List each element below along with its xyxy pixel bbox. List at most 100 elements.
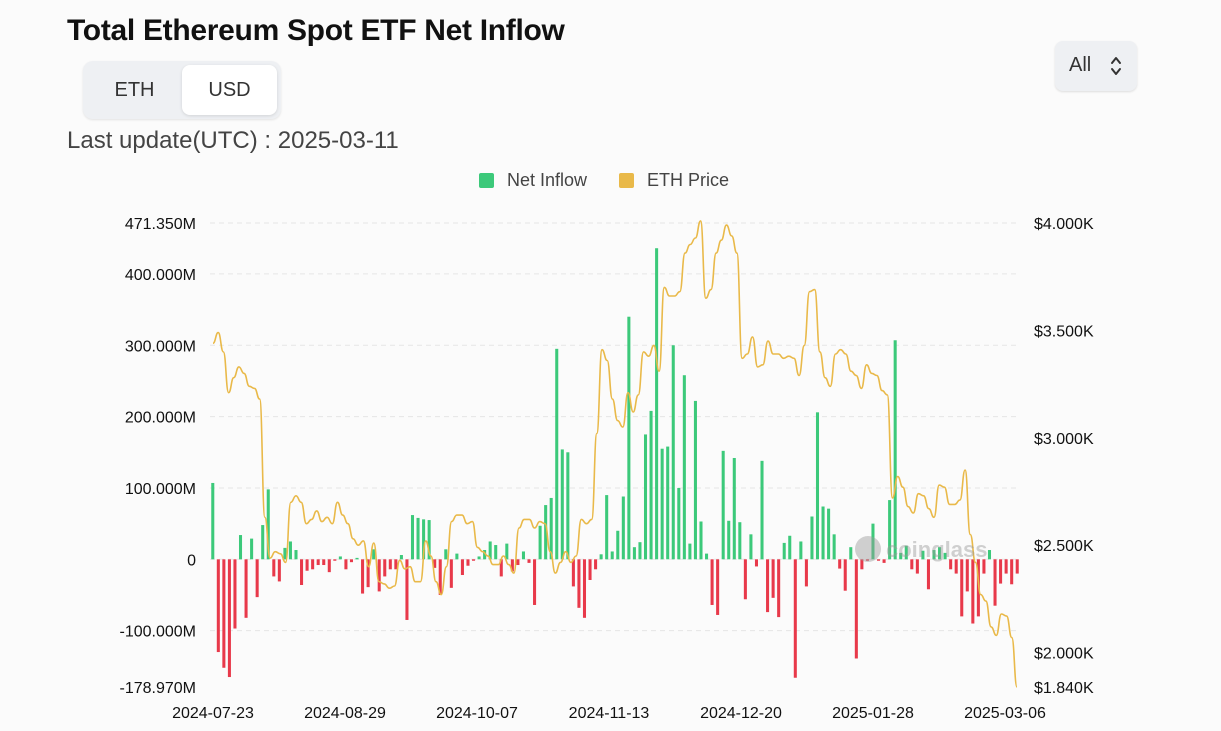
net-inflow-bar (926, 559, 930, 590)
net-inflow-bar (821, 506, 825, 560)
net-inflow-bar (921, 550, 925, 560)
net-inflow-bar (993, 559, 997, 606)
net-inflow-bar (399, 555, 403, 560)
coinglass-watermark: coinglass (855, 536, 987, 562)
net-inflow-bar (999, 559, 1003, 584)
net-inflow-bar (588, 559, 592, 580)
net-inflow-bar (261, 525, 265, 560)
net-inflow-bar (832, 534, 836, 560)
net-inflow-bar (777, 559, 781, 618)
net-inflow-bar (366, 559, 370, 588)
net-inflow-bar (766, 559, 770, 613)
y-right-tick-label: $3.500K (1034, 323, 1094, 340)
net-inflow-bar (294, 550, 298, 560)
net-inflow-bar (705, 553, 709, 560)
net-inflow-bar (915, 559, 919, 574)
net-inflow-bar (754, 559, 758, 567)
net-inflow-bar (305, 559, 309, 571)
time-range-value: All (1069, 54, 1092, 76)
net-inflow-bar (865, 559, 869, 561)
net-inflow-bar (266, 489, 270, 560)
net-inflow-bar (355, 557, 359, 560)
net-inflow-bar (699, 521, 703, 560)
net-inflow-bar (655, 248, 659, 560)
net-inflow-bar (838, 559, 842, 569)
net-inflow-bar (971, 559, 975, 624)
net-inflow-bar (860, 559, 864, 570)
net-inflow-bar (322, 559, 326, 566)
net-inflow-bar (483, 550, 487, 560)
net-inflow-bar (577, 559, 581, 608)
net-inflow-bar (660, 448, 664, 560)
net-inflow-bar (799, 541, 803, 560)
net-inflow-bar (871, 523, 875, 560)
net-inflow-bar (882, 559, 886, 563)
net-inflow-bar (793, 559, 797, 678)
net-inflow-bar (632, 547, 636, 560)
x-tick-label: 2024-12-20 (700, 705, 782, 722)
net-inflow-bar (455, 553, 459, 560)
net-inflow-bar (472, 559, 476, 561)
y-right-tick-label: $1.840K (1034, 680, 1094, 697)
y-left-tick-label: 100.000M (125, 481, 196, 498)
x-tick-label: 2024-07-23 (172, 705, 254, 722)
net-inflow-bar (727, 520, 731, 560)
net-inflow-bar (466, 559, 470, 566)
net-inflow-bar (721, 450, 725, 560)
net-inflow-bar (560, 449, 564, 560)
net-inflow-bar (449, 559, 453, 588)
y-right-tick-label: $2.000K (1034, 646, 1094, 663)
net-inflow-bar (949, 559, 953, 570)
x-tick-label: 2025-01-28 (832, 705, 914, 722)
net-inflow-bar (283, 547, 287, 560)
net-inflow-bar (383, 559, 387, 577)
net-inflow-bar (211, 482, 215, 560)
net-inflow-bar (405, 559, 409, 620)
net-inflow-bar (410, 515, 415, 560)
net-inflow-bar (521, 551, 525, 560)
net-inflow-bar (649, 410, 653, 560)
net-inflow-bar (932, 550, 936, 560)
coinglass-logo-icon (855, 536, 881, 562)
y-left-tick-label: -100.000M (120, 624, 197, 641)
time-range-select[interactable]: All (1055, 41, 1137, 91)
net-inflow-bar (488, 541, 492, 560)
net-inflow-bar (616, 530, 620, 560)
net-inflow-bar (544, 505, 548, 560)
net-inflow-bar (416, 517, 420, 560)
net-inflow-bar (666, 446, 670, 560)
net-inflow-bar (710, 559, 714, 605)
net-inflow-bar (899, 552, 903, 560)
net-inflow-bar (910, 559, 914, 570)
net-inflow-bar (854, 559, 858, 659)
unit-option-eth[interactable]: ETH (114, 79, 155, 101)
coinglass-watermark-text: coinglass (886, 537, 987, 562)
net-inflow-bar (888, 500, 892, 560)
net-inflow-bar (494, 545, 498, 560)
net-inflow-bar (361, 559, 365, 594)
net-inflow-bar (843, 559, 847, 591)
y-left-tick-label: 0 (187, 552, 196, 569)
net-inflow-bar (943, 552, 947, 560)
net-inflow-bar (288, 541, 292, 560)
net-inflow-bar (954, 559, 958, 574)
net-inflow-bar (677, 487, 681, 560)
net-inflow-bar (671, 345, 675, 560)
net-inflow-bar (810, 516, 814, 560)
net-inflow-bar (327, 559, 331, 573)
net-inflow-bar (538, 525, 542, 560)
unit-option-usd[interactable]: USD (182, 65, 277, 115)
net-inflow-bar (1015, 559, 1019, 574)
net-inflow-bar (394, 559, 398, 570)
net-inflow-bar (344, 559, 348, 570)
net-inflow-bar (849, 547, 853, 560)
net-inflow-bar (233, 559, 237, 629)
legend-label-net-inflow: Net Inflow (507, 170, 588, 190)
net-inflow-bar (272, 559, 276, 577)
net-inflow-bar (349, 559, 353, 563)
net-inflow-bar (938, 547, 942, 560)
net-inflow-bar (965, 559, 969, 592)
net-inflow-bar (338, 556, 342, 560)
y-left-tick-label: 300.000M (125, 338, 196, 355)
net-inflow-bar (422, 519, 426, 560)
